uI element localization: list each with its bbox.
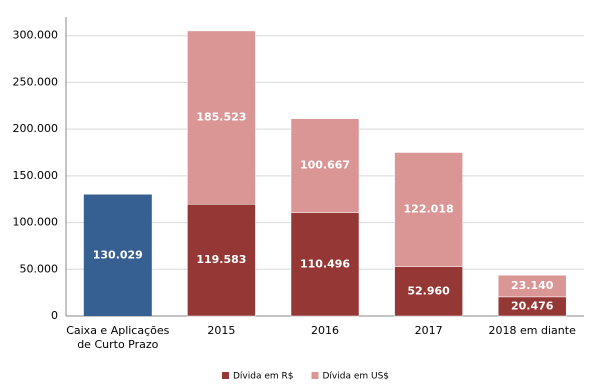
legend-swatch [311,372,319,379]
y-tick-label: 200.000 [13,122,59,135]
x-tick-label: 2018 em diante [488,324,576,337]
value-label: 23.140 [511,279,554,292]
value-label: 100.667 [300,159,350,172]
bar [394,266,463,317]
bar [187,204,256,317]
bar [394,152,463,267]
y-tick-label: 100.000 [13,216,59,229]
bar [187,30,256,205]
bar [290,212,360,317]
bar [83,194,152,316]
x-tick-label: 2016 [311,324,339,337]
x-tick-label: 2017 [414,324,443,337]
value-label: 110.496 [300,257,350,270]
legend-label: Dívida em US$ [323,372,390,382]
legend-swatch [222,372,229,379]
y-tick-label: 50.000 [20,262,59,275]
value-label: 185.523 [196,111,246,124]
bar [290,118,360,214]
x-tick-label: Caixa e Aplicações de Curto Prazo [66,324,170,351]
y-tick-label: 300.000 [13,29,59,42]
value-label: 130.029 [93,248,143,261]
value-label: 20.476 [511,299,554,312]
x-tick-label: 2015 [207,324,236,337]
y-tick-label: 250.000 [13,75,59,88]
y-tick-label: 0 [51,309,58,322]
legend-label: Dívida em R$ [233,372,294,382]
value-label: 119.583 [196,253,246,266]
value-label: 52.960 [407,284,450,297]
y-tick-label: 150.000 [13,169,59,182]
value-label: 122.018 [404,203,454,216]
bar [497,274,567,298]
